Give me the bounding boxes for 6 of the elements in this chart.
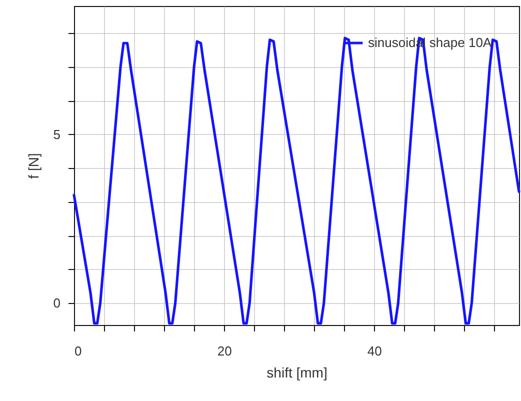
y-axis-title: f [N] [25, 153, 42, 179]
x-tick-label: 40 [367, 344, 382, 358]
x-tick-label: 20 [217, 344, 232, 358]
y-tick-label: 5 [53, 126, 60, 142]
x-axis-title: shift [mm] [266, 364, 328, 380]
x-tick-label: 0 [74, 344, 82, 358]
